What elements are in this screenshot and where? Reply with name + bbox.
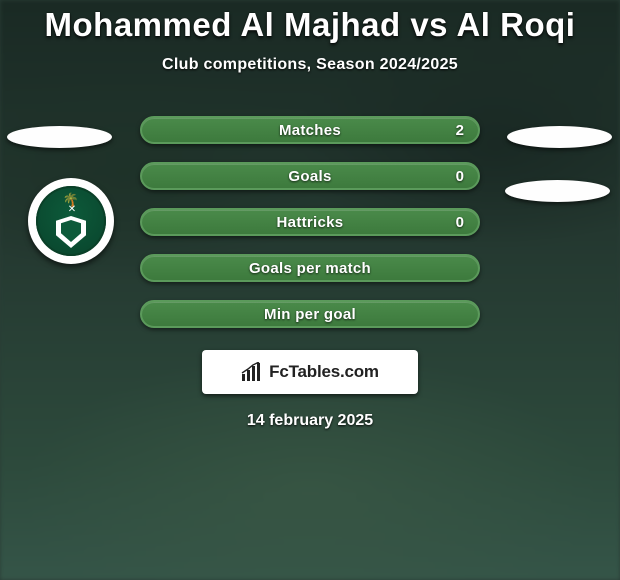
player-right-placeholder-2 bbox=[505, 180, 610, 202]
stat-value-right: 0 bbox=[456, 168, 464, 185]
stat-label: Min per goal bbox=[264, 306, 356, 323]
bar-chart-icon bbox=[241, 362, 263, 382]
stat-label: Goals bbox=[288, 168, 331, 185]
club-badge: 🌴 ✕ bbox=[28, 178, 114, 264]
subtitle: Club competitions, Season 2024/2025 bbox=[0, 56, 620, 74]
stat-label: Matches bbox=[279, 122, 341, 139]
page-title: Mohammed Al Majhad vs Al Roqi bbox=[0, 6, 620, 44]
stat-label: Goals per match bbox=[249, 260, 371, 277]
club-badge-inner: 🌴 ✕ bbox=[36, 186, 106, 256]
player-left-placeholder bbox=[7, 126, 112, 148]
stat-row-goals-per-match: Goals per match bbox=[140, 254, 480, 282]
brand-name: FcTables.com bbox=[269, 362, 379, 382]
stat-value-right: 0 bbox=[456, 214, 464, 231]
stat-row-goals: Goals 0 bbox=[140, 162, 480, 190]
stat-label: Hattricks bbox=[277, 214, 344, 231]
swords-icon: ✕ bbox=[68, 204, 74, 215]
date-label: 14 february 2025 bbox=[0, 412, 620, 430]
stat-row-hattricks: Hattricks 0 bbox=[140, 208, 480, 236]
stat-row-matches: Matches 2 bbox=[140, 116, 480, 144]
stat-value-right: 2 bbox=[456, 122, 464, 139]
card-content: Mohammed Al Majhad vs Al Roqi Club compe… bbox=[0, 0, 620, 580]
stat-row-min-per-goal: Min per goal bbox=[140, 300, 480, 328]
brand-logo-box: FcTables.com bbox=[202, 350, 418, 394]
player-right-placeholder bbox=[507, 126, 612, 148]
